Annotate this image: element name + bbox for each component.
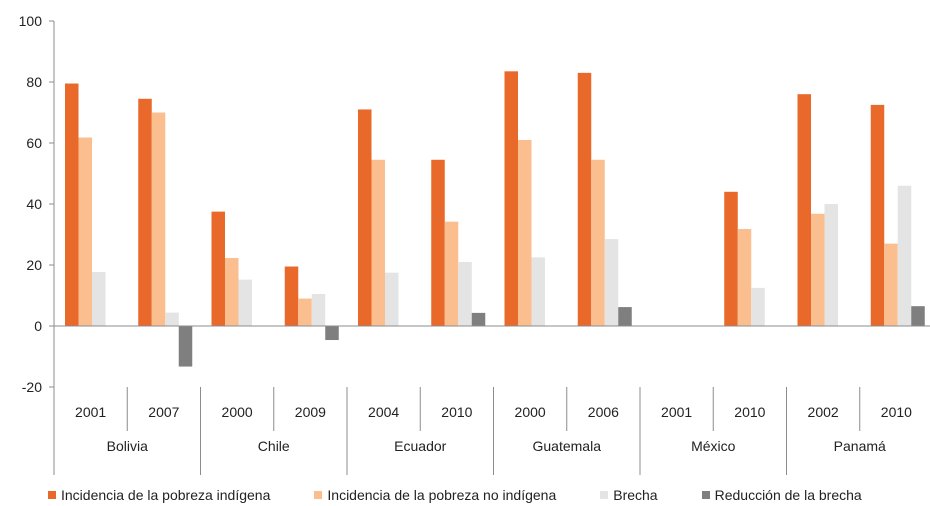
x-group-label: México [691, 438, 736, 454]
bar [431, 159, 445, 326]
bar [797, 94, 811, 326]
x-tick-label-year: 2002 [808, 404, 839, 420]
bar [604, 239, 619, 326]
bar [724, 191, 738, 326]
legend-label: Reducción de la brecha [714, 487, 862, 503]
x-tick-label-year: 2007 [148, 404, 179, 420]
bar [884, 243, 898, 326]
bar [211, 211, 225, 327]
bar [238, 279, 252, 326]
bar [151, 112, 166, 326]
bar [298, 298, 312, 326]
bar [737, 229, 752, 326]
bar [178, 326, 193, 367]
x-group-label: Bolivia [107, 438, 148, 454]
bar [65, 83, 79, 327]
axes-layer [49, 20, 930, 475]
bar [504, 71, 518, 326]
bar [577, 72, 592, 326]
x-tick-label-year: 2009 [295, 404, 326, 420]
bar [92, 272, 106, 326]
legend-item: Reducción de la brecha [701, 487, 862, 503]
x-group-label: Guatemala [533, 438, 602, 454]
y-tick-label: 20 [26, 257, 42, 273]
bar [811, 213, 825, 326]
y-tick-label: 80 [26, 74, 42, 90]
legend-item: Incidencia de la pobreza indígena [48, 487, 270, 503]
bar [897, 185, 912, 326]
y-tick-label: 40 [26, 196, 42, 212]
x-group-label: Chile [258, 438, 290, 454]
x-tick-label-year: 2001 [661, 404, 692, 420]
legend-swatch [701, 491, 710, 499]
bar [531, 257, 545, 327]
legend-label: Incidencia de la pobreza indígena [61, 487, 271, 503]
x-group-label: Panamá [834, 438, 886, 454]
bar [385, 272, 399, 327]
x-tick-label-year: 2006 [588, 404, 619, 420]
chart-legend: Incidencia de la pobreza indígena Inciden… [48, 486, 918, 504]
bars-layer [65, 71, 925, 367]
y-tick-label: 100 [19, 13, 43, 29]
bar [471, 312, 486, 326]
legend-swatch [48, 491, 56, 499]
bar [138, 98, 152, 326]
x-tick-label-year: 2000 [515, 404, 546, 420]
x-tick-label-year: 2010 [441, 404, 472, 420]
tick-labels-layer: -20 0 20 40 60 80 100 2001 2007 2000 2009 2004 2010 2… [19, 13, 913, 454]
legend-item: Brecha [600, 487, 658, 503]
x-tick-label-year: 2001 [75, 404, 106, 420]
bar [311, 293, 326, 326]
bar [371, 159, 385, 326]
bar [458, 261, 472, 326]
legend-swatch [314, 491, 323, 499]
bar [618, 307, 632, 326]
bar [325, 326, 339, 341]
bar [824, 204, 838, 326]
x-tick-label-year: 2010 [881, 404, 912, 420]
legend-item: Incidencia de la pobreza no indígena [314, 487, 556, 503]
x-tick-label-year: 2000 [222, 404, 253, 420]
bar [358, 109, 372, 326]
x-tick-label-year: 2004 [368, 404, 399, 420]
bar [78, 137, 92, 326]
legend-label: Incidencia de la pobreza no indígena [327, 487, 557, 503]
bar [225, 257, 239, 326]
bar [591, 159, 605, 326]
bar [870, 104, 885, 327]
legend-label: Brecha [613, 487, 658, 503]
x-tick-label-year: 2010 [734, 404, 765, 420]
bar [751, 287, 765, 327]
bar [284, 266, 299, 326]
bar [165, 312, 179, 326]
bar [518, 139, 532, 326]
bar [911, 306, 925, 326]
x-group-label: Ecuador [394, 438, 446, 454]
bar [444, 221, 459, 326]
y-tick-label: -20 [22, 379, 42, 395]
legend-swatch [600, 491, 609, 499]
y-tick-label: 60 [26, 135, 42, 151]
y-tick-label: 0 [34, 318, 42, 334]
